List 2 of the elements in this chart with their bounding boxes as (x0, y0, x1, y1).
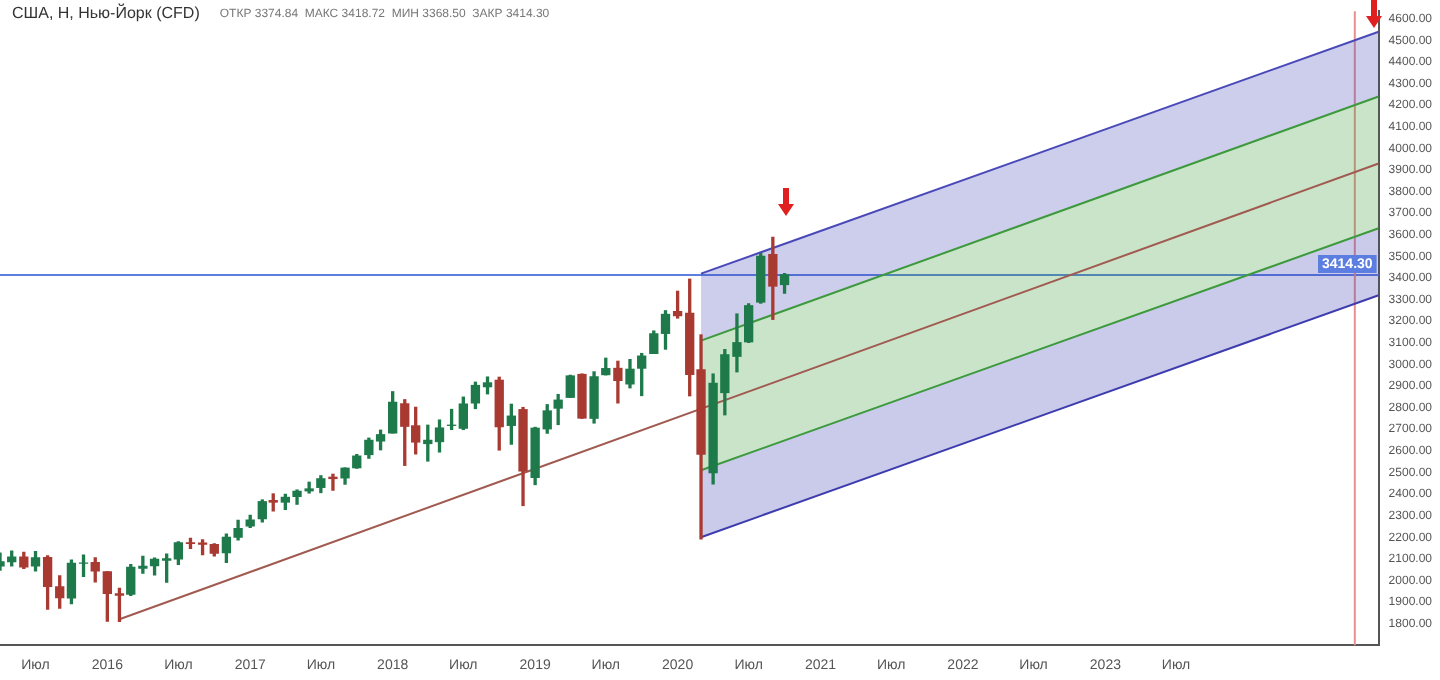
chart-title: США, Н, Нью-Йорк (CFD) (12, 2, 201, 23)
candlestick (577, 373, 587, 419)
